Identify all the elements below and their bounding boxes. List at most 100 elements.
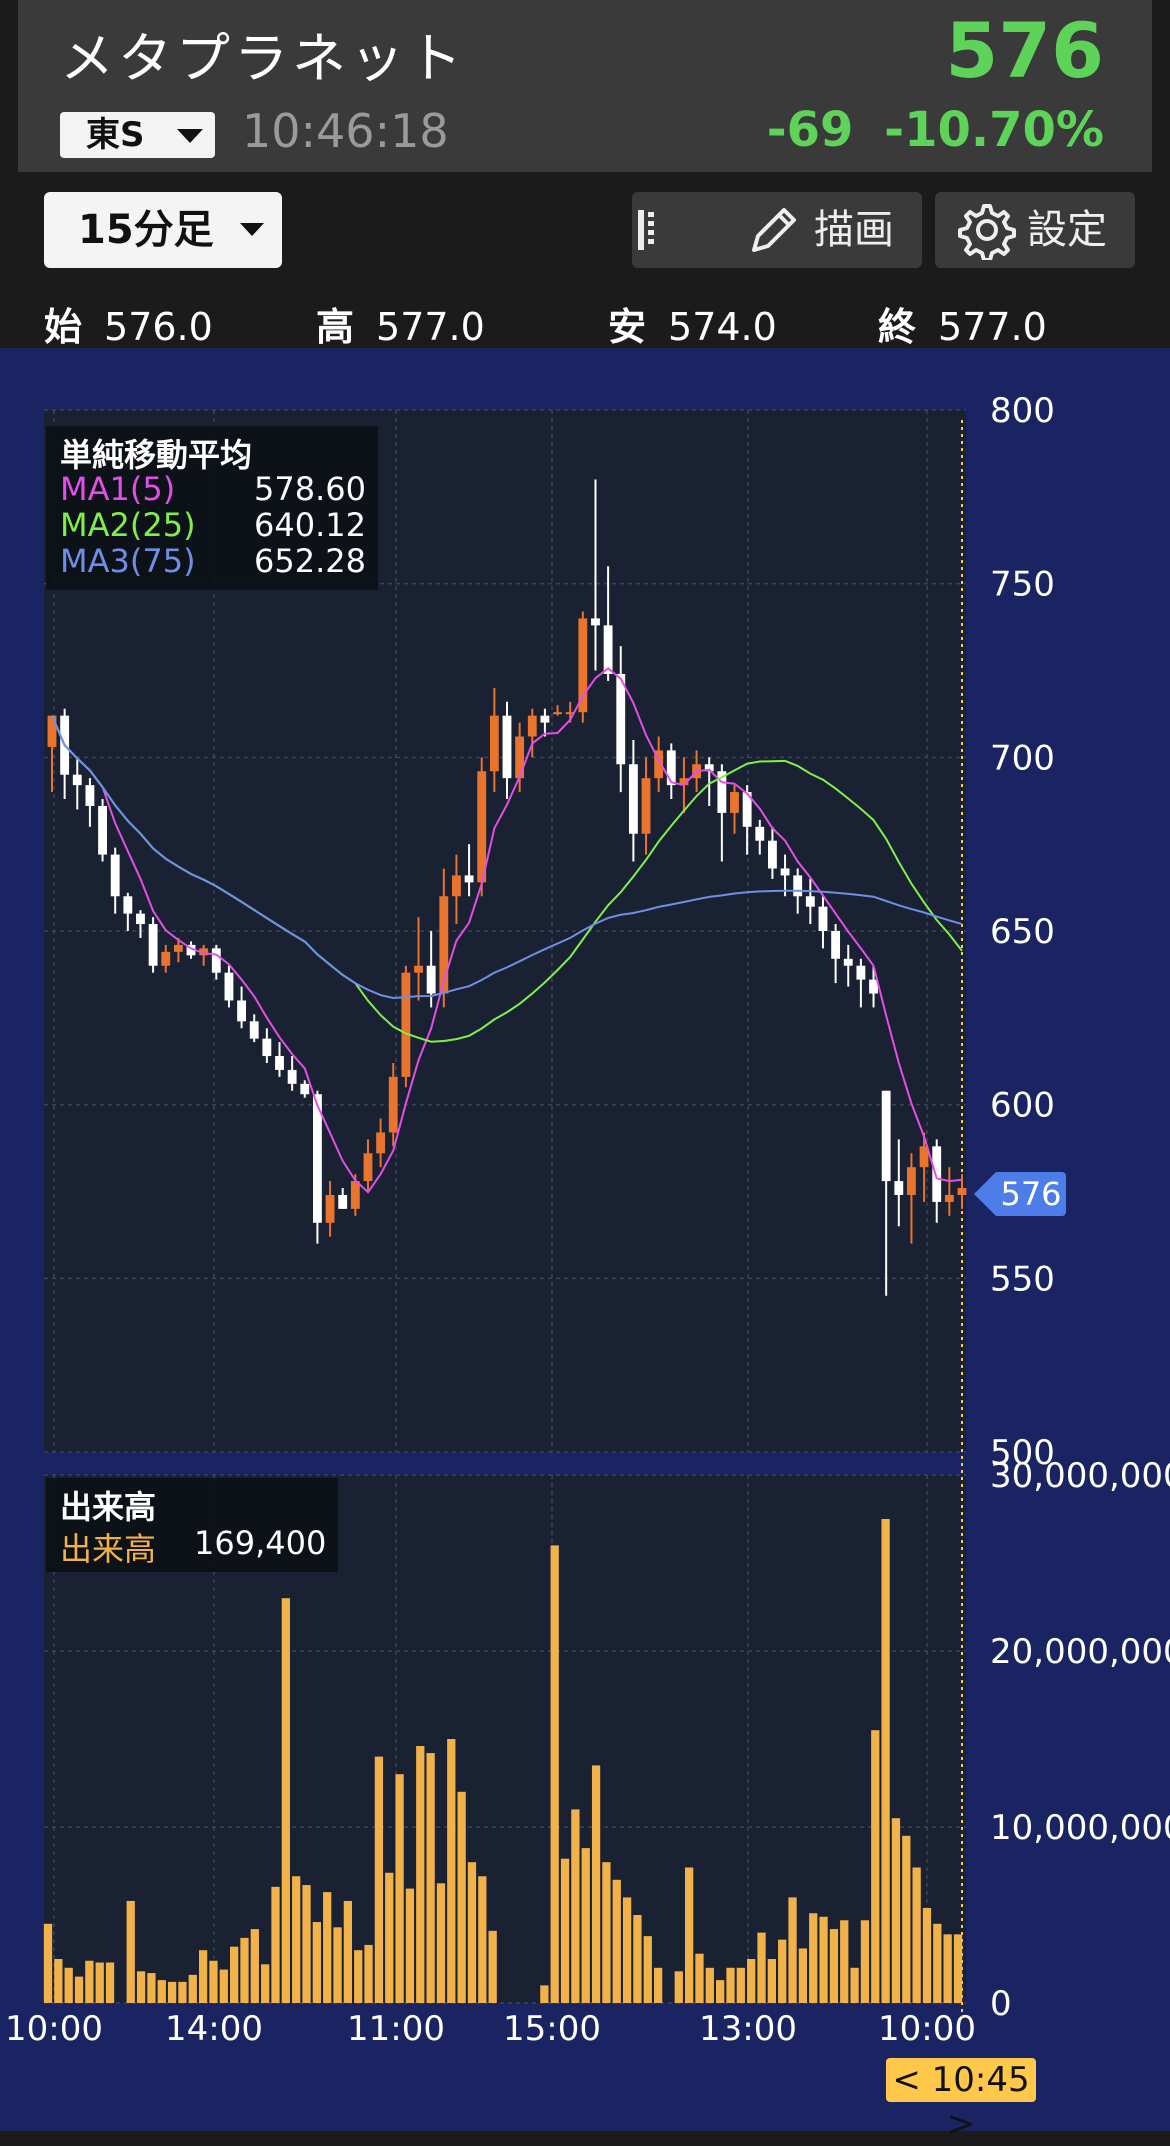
chevron-down-icon [177, 129, 203, 143]
candle-body [932, 1146, 942, 1202]
candle-body [780, 868, 790, 876]
volume-bar [261, 1964, 270, 2003]
candle-body [477, 771, 487, 883]
time-tick-label: 14:00 [165, 2009, 263, 2049]
draw-label: 描画 [814, 207, 894, 253]
candle-body [350, 1181, 360, 1209]
volume-bar [157, 1980, 166, 2003]
candle-body [338, 1194, 348, 1209]
candle-body [793, 875, 803, 897]
volume-bar [560, 1858, 570, 2003]
volume-bar [850, 1967, 859, 2003]
volume-bar [240, 1937, 249, 2003]
ma1-value: 578.60 [254, 470, 366, 508]
volume-bar [788, 1897, 797, 2003]
volume-bar [912, 1867, 921, 2003]
ohlc-bar: 始 576.0 高 577.0 安 574.0 終 577.0 [0, 280, 1170, 351]
candle-body [565, 712, 575, 715]
current-price-tag: 576 [974, 1172, 1066, 1216]
candle-body [414, 965, 423, 973]
price-tick-label: 750 [990, 565, 1055, 605]
candle-body [464, 875, 474, 883]
high-value: 577.0 [376, 305, 485, 349]
candle-body [591, 618, 600, 626]
volume-bar [281, 1598, 290, 2003]
volume-bar [757, 1932, 766, 2003]
candle-body [843, 958, 853, 966]
volume-bar [219, 1969, 228, 2003]
volume-bar [736, 1967, 745, 2003]
candle-body [603, 625, 613, 674]
volume-bar [43, 1923, 53, 2003]
market-select[interactable]: 東S [60, 112, 215, 158]
candle-body [452, 875, 461, 897]
volume-tick-label: 30,000,000 [990, 1456, 1170, 1496]
settings-button[interactable]: 設定 [935, 192, 1135, 268]
candle-body [211, 948, 221, 973]
close-label: 終 [878, 305, 917, 349]
time-tick-label: 11:00 [347, 2009, 445, 2049]
volume-bar [209, 1960, 218, 2003]
candle-body [85, 785, 95, 806]
interval-select[interactable]: 15分足 [44, 192, 282, 268]
candle-body [919, 1146, 929, 1168]
volume-bar [188, 1974, 197, 2003]
candle-body [767, 840, 777, 869]
volume-bar [74, 1976, 84, 2003]
volume-legend: 出来高 出来高 169,400 [46, 1478, 338, 1572]
volume-bar [612, 1879, 621, 2003]
candle-body [300, 1083, 310, 1095]
ma2-value: 640.12 [254, 506, 366, 544]
volume-label: 出来高 [60, 1530, 157, 1568]
candle-body [856, 965, 866, 980]
volume-bar [126, 1900, 135, 2003]
candle-body [755, 826, 765, 841]
volume-bar [312, 1922, 321, 2003]
volume-bar [478, 1876, 487, 2003]
stock-name: メタプラネット [60, 27, 466, 90]
volume-bar [198, 1950, 208, 2003]
volume-bar [581, 1848, 590, 2003]
volume-bar [385, 1872, 394, 2003]
draw-button[interactable]: 描画 [722, 192, 922, 268]
volume-bar [178, 1981, 187, 2003]
volume-value: 169,400 [194, 1524, 327, 1562]
candle-body [237, 1000, 247, 1022]
market-label: 東S [86, 115, 145, 155]
volume-bar [354, 1950, 363, 2003]
candle-body [881, 1090, 891, 1182]
volume-bar [829, 1929, 839, 2003]
candle-body [388, 1076, 398, 1133]
ohlc-close: 終 577.0 [878, 296, 1047, 351]
ma1-label: MA1(5) [60, 470, 176, 508]
time-tick-label: 13:00 [699, 2009, 797, 2049]
volume-bar [695, 1953, 704, 2003]
volume-bar [105, 1962, 115, 2003]
candle-body [136, 913, 145, 925]
open-label: 始 [44, 305, 83, 349]
volume-bar [819, 1916, 828, 2003]
candle-body [224, 972, 234, 1001]
settings-label: 設定 [1027, 207, 1107, 253]
volume-bar [798, 1948, 808, 2003]
candle-body [161, 951, 171, 966]
volume-bar [705, 1967, 714, 2003]
volume-bar [550, 1545, 559, 2003]
volume-bar [809, 1913, 818, 2003]
volume-bar [902, 1835, 911, 2003]
volume-bar [622, 1897, 632, 2003]
price-tick-label: 650 [990, 912, 1055, 952]
volume-bar [871, 1730, 880, 2003]
low-label: 安 [608, 305, 647, 349]
volume-tick-label: 10,000,000 [990, 1808, 1170, 1848]
volume-bar [323, 1892, 332, 2003]
close-value: 577.0 [938, 305, 1047, 349]
chart-area[interactable]: 800 750 700 650 600 550 500 30,000,000 20,000,00… [0, 348, 1170, 2131]
last-time-badge[interactable]: < 10:45 > [886, 2058, 1036, 2144]
candle-body [730, 792, 739, 813]
price-tick-label: 600 [990, 1086, 1055, 1126]
candle-body [641, 778, 651, 834]
volume-bar [933, 1923, 942, 2003]
volume-bar [571, 1809, 580, 2003]
